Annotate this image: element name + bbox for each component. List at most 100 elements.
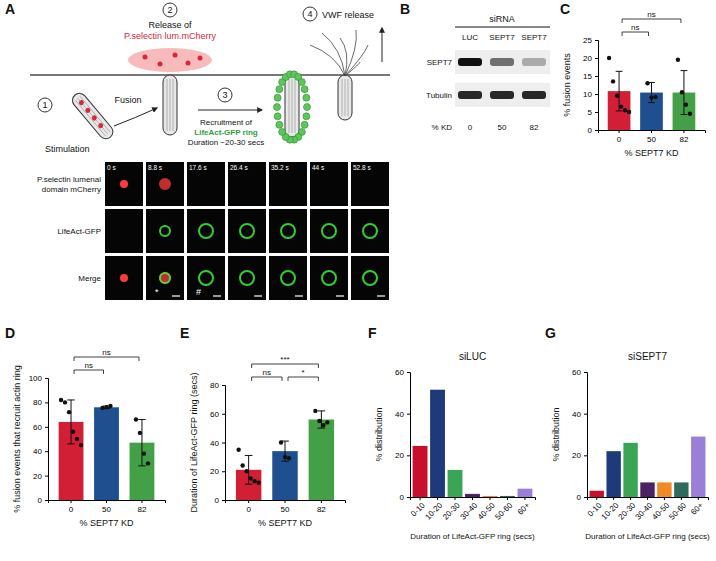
lane-label: SEPT7 [521,33,547,42]
tick-mark [595,130,598,131]
granule-body [163,75,177,135]
axis-line [599,131,706,134]
y-tick: 60 [33,423,48,432]
bar [606,451,620,497]
x-axis: 0-1010-2020-3030-4040-5050-6060+ [409,497,535,522]
data-point [317,419,321,423]
y-axis: 0510152025 [583,36,598,135]
stimulation-label: Stimulation [45,144,90,154]
panel-label: B [400,1,410,17]
data-point [649,95,653,99]
y-tick: 5 [588,108,598,117]
bracket [74,370,103,374]
tick-label: 20 [395,451,404,460]
y-tick: 20 [572,451,587,460]
granule-striation [345,79,346,116]
plot-marks [607,56,695,130]
microscopy: P.selectin lumenaldomain mCherry0 s8.8 s… [37,162,389,300]
axis-line [222,386,226,501]
gfp-ring [160,273,170,283]
y-tick: 40 [33,447,48,456]
gfp-ring [240,224,254,238]
y-tick: 60 [395,368,410,377]
tick-label: 20 [572,451,581,460]
error-cap [281,461,289,462]
x-tick: 50 [281,500,290,514]
tick-mark [45,451,48,452]
bar [623,443,637,497]
x-tick: 50 [102,500,111,514]
data-point [287,456,291,460]
x-tick: 10-20 [423,497,444,522]
bar [640,482,654,497]
image-frame [351,162,389,206]
tick-label: 82 [138,505,147,514]
mcherry-dot [91,114,98,121]
x-tick: 40-50 [476,497,497,522]
mcherry-dot [97,122,104,129]
step-number: 3 [222,90,227,100]
y-tick: 20 [33,472,48,481]
granule [338,75,352,120]
data-point [142,451,146,455]
error-cap [318,428,326,429]
granule-striation [289,79,290,133]
step-number: 4 [307,9,312,19]
tick-label: 60 [210,410,219,419]
tick-mark [141,500,142,503]
error-cap [67,443,74,444]
error-cap [648,102,655,103]
tick-mark [489,497,490,500]
blot: BsiRNALUCSEPT7SEPT7SEPT7Tubulin% KD05082 [400,1,550,132]
blot-band [458,58,482,66]
scale-bar [336,295,344,296]
row-label: LifeAct-GFP [57,227,101,236]
panel-label: D [5,325,15,341]
data-point [684,103,688,107]
tick-mark [683,130,684,133]
image-frame [105,209,143,253]
y-axis-title: % fusion events [562,53,572,117]
tick-label: 20 [583,54,592,63]
gfp-ring [281,224,295,238]
tick-label: 50-60 [493,500,514,521]
tick-mark [222,500,225,501]
tick-mark [584,372,587,373]
step-circle [163,3,177,17]
bar [272,451,297,500]
y-tick: 40 [572,410,587,419]
tick-mark [584,414,587,415]
image-frame [310,209,348,253]
data-point [108,404,112,408]
tick-mark [407,414,410,415]
image-frame [269,209,307,253]
mcherry-dot [78,99,85,106]
vwf-string [345,62,360,76]
panel-label: A [5,1,15,17]
frame-marker: # [196,287,201,297]
lane-label: SEPT7 [489,33,515,42]
actin-ring-bead [303,113,310,120]
data-point [627,110,631,114]
tick-mark [222,414,225,415]
x-axis: 05082 [599,130,706,144]
recruitment-label: Duration ~20-30 secs [188,138,264,147]
data-point [279,440,283,444]
x-tick: 60+ [516,497,532,517]
blot-band [522,91,546,99]
tick-label: 60 [572,368,581,377]
tick-label: 40-50 [650,500,671,521]
image-frame [351,209,389,253]
axis-line [407,373,411,498]
y-tick: 0 [400,493,410,502]
actin-ring-bead [303,94,310,101]
data-point [63,400,67,404]
mcherry-signal [120,180,128,188]
scale-bar [295,295,303,296]
mcherry-signal [159,272,171,284]
bar [590,491,604,497]
error-bar [141,419,142,465]
data-point [248,476,252,480]
data-point [100,406,104,410]
x-axis-title: Duration of LifeAct-GFP ring (secs) [410,532,535,541]
